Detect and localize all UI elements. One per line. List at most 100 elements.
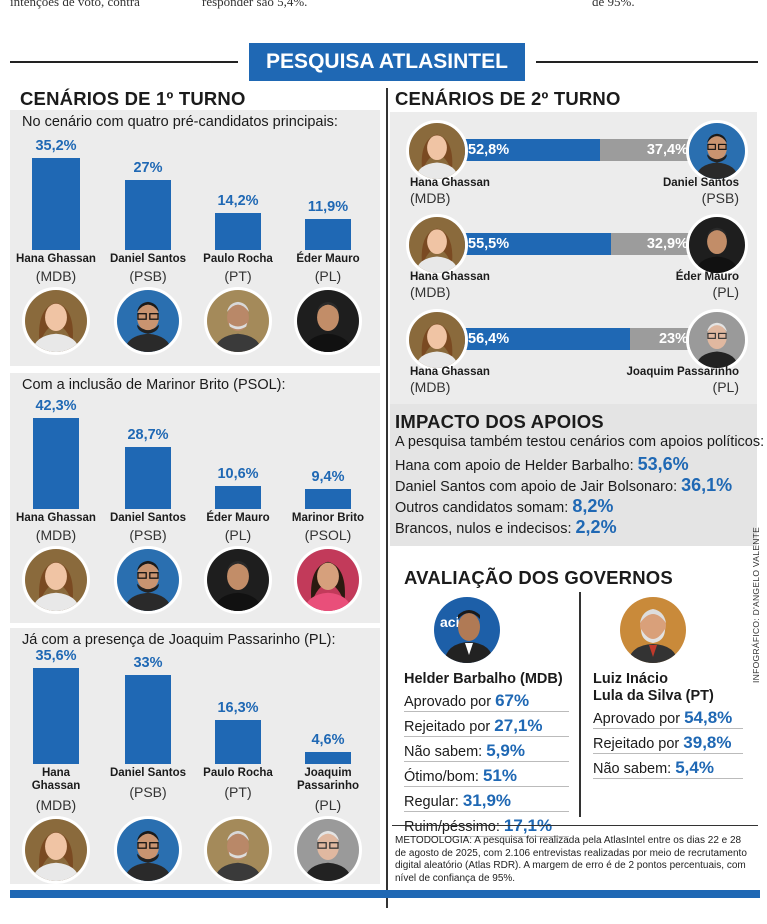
- lula-photo: [617, 594, 689, 666]
- impact-line: Daniel Santos com apoio de Jair Bolsonar…: [395, 475, 732, 496]
- bar-value-label: 14,2%: [217, 193, 259, 210]
- governments-divider: [579, 592, 581, 817]
- evaluation-value: 54,8%: [684, 708, 733, 727]
- evaluation-line: Aprovado por 54,8%: [593, 707, 743, 729]
- evaluation-text: Aprovado por: [593, 711, 685, 727]
- helder-photo-icon: acid: [434, 597, 500, 663]
- evaluation-line: Aprovado por 67%: [404, 690, 569, 712]
- bar: [125, 179, 171, 250]
- evaluation-text: Rejeitado por: [593, 736, 684, 752]
- paulo-photo: [204, 816, 272, 884]
- impact-line-value: 2,2%: [575, 517, 617, 537]
- candidate-name: Joaquim Passarinho: [297, 767, 359, 792]
- candidate-party: (MDB): [35, 527, 77, 543]
- impact-line-value: 53,6%: [637, 454, 689, 474]
- infographic-credit: INFOGRÁFICO: D'ANGELO VALENTE: [751, 526, 761, 683]
- bar: [215, 719, 261, 764]
- bar-value-label: 16,3%: [217, 699, 259, 716]
- matchup-left-bar: 55,5%: [460, 233, 611, 255]
- candidate-party: (PL): [224, 527, 252, 543]
- candidate-party: (MDB): [35, 797, 77, 813]
- candidate-name: Éder Mauro: [296, 253, 360, 265]
- governments-title: AVALIAÇÃO DOS GOVERNOS: [404, 567, 673, 588]
- matchup-left-party: (MDB): [410, 284, 451, 300]
- evaluation-value: 27,1%: [494, 716, 543, 735]
- evaluation-line: Rejeitado por 39,8%: [593, 732, 743, 754]
- scenario-intro: Com a inclusão de Marinor Brito (PSOL):: [22, 377, 286, 393]
- matchup-left-party: (MDB): [410, 190, 451, 206]
- eder-photo: [294, 287, 362, 355]
- hana-photo: [406, 120, 468, 182]
- impact-title: IMPACTO DOS APOIOS: [395, 411, 604, 432]
- lula-name-line1: Luiz Inácio: [593, 671, 668, 687]
- matchup-right-name: Daniel Santos: [662, 177, 739, 189]
- eder-photo: [686, 214, 748, 276]
- candidate-party: (PL): [314, 797, 342, 813]
- candidate-name: Daniel Santos: [109, 512, 187, 524]
- evaluation-text: Ótimo/bom:: [404, 769, 483, 785]
- matchup-right-bar: 23%: [630, 328, 700, 350]
- bar: [32, 158, 80, 250]
- bar-value-label: 28,7%: [127, 427, 169, 444]
- impact-line: Hana com apoio de Helder Barbalho: 53,6%: [395, 454, 689, 475]
- scenario-intro: Já com a presença de Joaquim Passarinho …: [22, 632, 336, 648]
- evaluation-line: Ótimo/bom: 51%: [404, 765, 569, 787]
- candidate-party: (PT): [224, 268, 252, 284]
- top-fragment-left: intenções de voto, contra: [10, 0, 140, 9]
- matchup-left-bar: 52,8%: [460, 139, 601, 161]
- hana-photo: [406, 309, 468, 371]
- bar: [305, 488, 351, 509]
- impact-line: Brancos, nulos e indecisos: 2,2%: [395, 517, 617, 538]
- bottom-bar: [10, 890, 760, 898]
- matchup-right-name: Éder Mauro: [675, 271, 739, 283]
- bar: [305, 219, 351, 250]
- first-round-title: CENÁRIOS DE 1º TURNO: [20, 88, 246, 109]
- candidate-name: Paulo Rocha: [203, 253, 273, 265]
- matchup-right-bar: 37,4%: [600, 139, 700, 161]
- candidate-name: Daniel Santos: [109, 253, 187, 265]
- evaluation-text: Ruim/péssimo:: [404, 819, 504, 835]
- lula-name-line2: Lula da Silva (PT): [593, 688, 714, 704]
- candidate-name: Hana Ghassan: [31, 767, 81, 792]
- candidate-name: Marinor Brito: [291, 512, 365, 524]
- bar-value-label: 42,3%: [35, 398, 77, 415]
- matchup-right-bar: 32,9%: [610, 233, 700, 255]
- evaluation-value: 67%: [495, 691, 530, 710]
- evaluation-line: Ruim/péssimo: 17,1%: [404, 815, 569, 837]
- bar: [305, 751, 351, 764]
- scenario-intro: No cenário com quatro pré-candidatos pri…: [22, 114, 338, 130]
- matchup-left-name: Hana Ghassan: [410, 366, 490, 378]
- bar-value-label: 4,6%: [311, 731, 345, 748]
- bar: [215, 213, 261, 250]
- banner-rule-right: [536, 61, 758, 63]
- hana-photo: [406, 214, 468, 276]
- evaluation-value: 5,4%: [675, 758, 714, 777]
- candidate-party: (MDB): [35, 268, 77, 284]
- bar-value-label: 33%: [133, 654, 163, 671]
- bar-value-label: 11,9%: [307, 199, 349, 216]
- bar-value-label: 9,4%: [311, 468, 345, 485]
- lula-photo-icon: [620, 597, 686, 663]
- candidate-party: (PSB): [129, 268, 167, 284]
- bar-value-label: 35,6%: [35, 647, 77, 664]
- methodology-text: METODOLOGIA: A pesquisa foi realizada pe…: [395, 835, 747, 884]
- hana-photo: [22, 287, 90, 355]
- paulo-photo: [204, 287, 272, 355]
- candidate-name: Paulo Rocha: [203, 767, 273, 779]
- bar-value-label: 27%: [133, 159, 163, 176]
- evaluation-text: Rejeitado por: [404, 719, 495, 735]
- evaluation-value: 31,9%: [462, 791, 512, 810]
- top-fragment-right: de 95%.: [592, 0, 635, 9]
- daniel-photo: [114, 546, 182, 614]
- daniel-photo: [686, 120, 748, 182]
- impact-line-text: Daniel Santos com apoio de Jair Bolsonar…: [395, 479, 682, 495]
- banner-rule-left: [10, 61, 238, 63]
- eder-photo: [204, 546, 272, 614]
- lula-name: Luiz Inácio Lula da Silva (PT): [593, 671, 714, 705]
- top-fragment-middle: responder são 5,4%.: [202, 0, 308, 9]
- bar: [33, 667, 79, 764]
- candidate-party: (PT): [224, 784, 252, 800]
- column-divider: [386, 88, 388, 908]
- bar-value-label: 10,6%: [217, 466, 259, 483]
- evaluation-text: Aprovado por: [404, 694, 496, 710]
